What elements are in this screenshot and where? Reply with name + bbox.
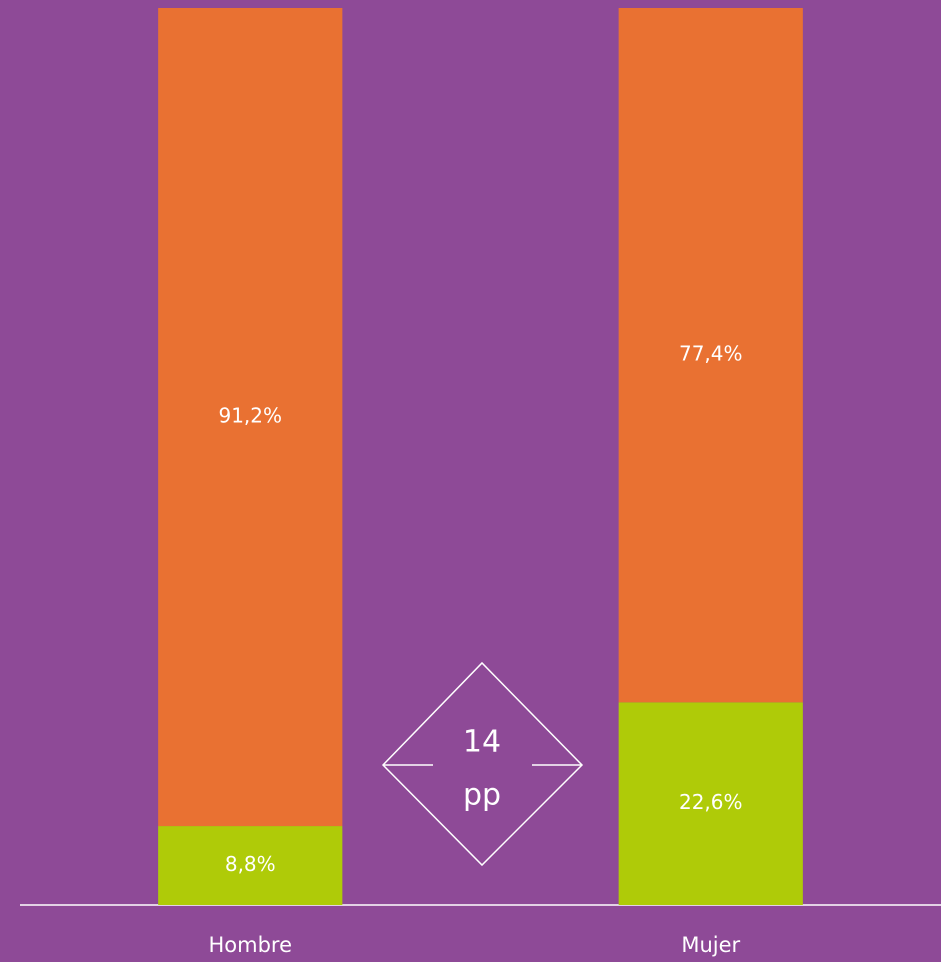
- x-tick-label: Hombre: [208, 933, 292, 957]
- data-label: 8,8%: [225, 852, 276, 876]
- x-tick-label: Mujer: [681, 933, 740, 957]
- bar-segment: [618, 702, 803, 905]
- bar-segment: [158, 826, 343, 905]
- bar-segment: [158, 8, 343, 827]
- data-label: 22,6%: [679, 790, 743, 814]
- data-label: 77,4%: [679, 342, 743, 366]
- data-label: 91,2%: [218, 404, 282, 428]
- bar-segment: [618, 8, 803, 703]
- annotation: pp: [463, 778, 501, 813]
- annotation: 14: [463, 725, 501, 760]
